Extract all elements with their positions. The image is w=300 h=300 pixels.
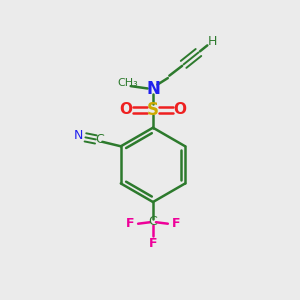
Text: F: F xyxy=(172,217,180,230)
Text: CH₃: CH₃ xyxy=(117,77,138,88)
Text: N: N xyxy=(74,129,83,142)
Text: H: H xyxy=(208,35,217,48)
Text: F: F xyxy=(149,237,157,250)
Text: O: O xyxy=(120,102,133,117)
Text: C: C xyxy=(95,133,104,146)
Text: S: S xyxy=(147,101,159,119)
Text: N: N xyxy=(146,80,160,98)
Text: C: C xyxy=(148,215,157,228)
Text: O: O xyxy=(173,102,186,117)
Text: F: F xyxy=(125,217,134,230)
